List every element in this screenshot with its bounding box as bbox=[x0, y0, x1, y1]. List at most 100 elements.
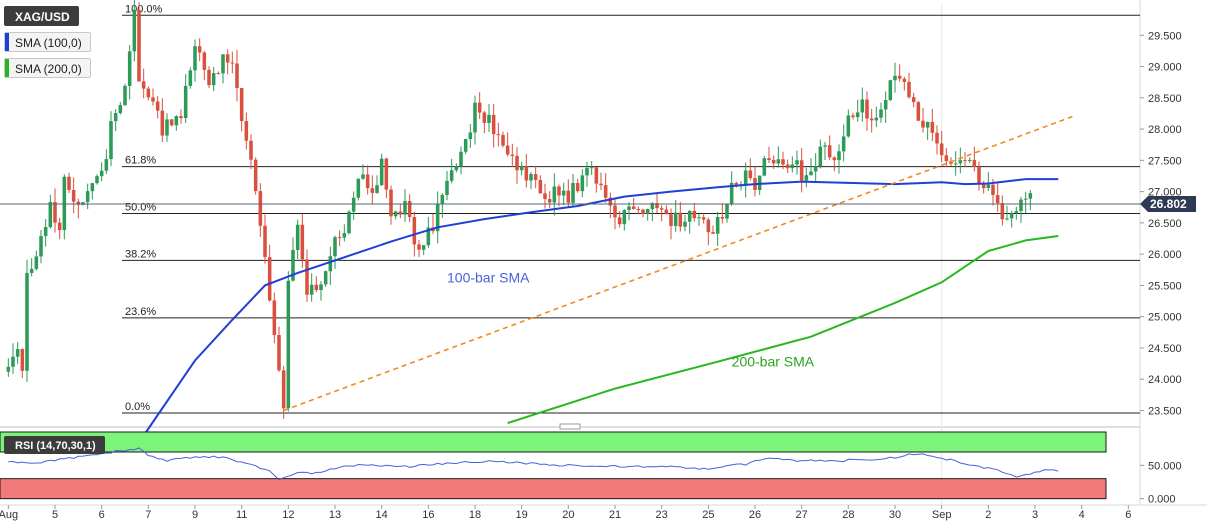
candle-body bbox=[846, 115, 851, 137]
fib-level-label: 0.0% bbox=[125, 401, 150, 413]
candle-body bbox=[71, 189, 76, 202]
candle-body bbox=[132, 9, 137, 52]
last-price-text: 26.802 bbox=[1150, 197, 1187, 211]
candle-body bbox=[538, 179, 543, 194]
candle-body bbox=[501, 134, 505, 146]
pane-resize-handle bbox=[559, 423, 581, 430]
candle-body bbox=[179, 116, 183, 119]
candle-body bbox=[641, 209, 645, 214]
candle-body bbox=[580, 175, 585, 192]
candle-body bbox=[1023, 198, 1028, 200]
candle-body bbox=[981, 183, 986, 189]
candle-body bbox=[337, 237, 342, 239]
candle-body bbox=[347, 211, 351, 234]
x-tick-label: 2 bbox=[985, 509, 991, 521]
candle-body bbox=[323, 271, 328, 285]
candle-body bbox=[342, 233, 347, 238]
candle-body bbox=[403, 201, 407, 215]
candle-body bbox=[678, 212, 683, 227]
candle-body bbox=[622, 210, 627, 225]
candle-body bbox=[687, 210, 692, 222]
candle-body bbox=[585, 167, 589, 176]
x-tick-label: 14 bbox=[376, 509, 388, 521]
candle-body bbox=[188, 70, 193, 86]
candle-body bbox=[631, 206, 636, 209]
x-tick-label: 6 bbox=[1125, 509, 1131, 521]
sma100-legend-swatch bbox=[5, 33, 9, 51]
candle-body bbox=[295, 224, 300, 250]
candle-body bbox=[319, 284, 323, 291]
candle-body bbox=[879, 109, 883, 118]
price-tick-label: 28.000 bbox=[1148, 124, 1182, 136]
sma100-legend[interactable]: SMA (100,0) bbox=[4, 32, 91, 52]
candle-body bbox=[468, 132, 473, 140]
candle-body bbox=[757, 175, 762, 190]
candle-body bbox=[991, 184, 995, 196]
candles-group bbox=[6, 0, 1033, 419]
candle-body bbox=[645, 209, 650, 214]
fib-level-label: 50.0% bbox=[125, 202, 156, 214]
candle-body bbox=[76, 201, 81, 205]
candle-body bbox=[552, 186, 557, 203]
candle-body bbox=[25, 272, 29, 371]
x-tick-label: 23 bbox=[656, 509, 668, 521]
rsi-label[interactable]: RSI (14,70,30,1) bbox=[4, 436, 105, 454]
candle-body bbox=[300, 224, 305, 260]
candle-body bbox=[99, 170, 104, 177]
candle-body bbox=[529, 174, 533, 181]
x-tick-label: 6 bbox=[99, 509, 105, 521]
candle-body bbox=[272, 300, 277, 336]
candle-body bbox=[930, 121, 935, 133]
x-tick-label: 5 bbox=[52, 509, 58, 521]
sma200-legend-text: SMA (200,0) bbox=[15, 62, 82, 76]
candle-body bbox=[776, 159, 781, 164]
candle-body bbox=[421, 245, 426, 250]
candle-body bbox=[6, 366, 11, 372]
price-tick-label: 24.500 bbox=[1148, 343, 1182, 355]
x-tick-label: 12 bbox=[282, 509, 294, 521]
candle-body bbox=[263, 225, 267, 258]
candle-body bbox=[734, 182, 739, 186]
x-tick-label: 4 bbox=[1079, 509, 1085, 521]
candle-body bbox=[851, 115, 855, 118]
candle-body bbox=[729, 182, 734, 205]
candle-body bbox=[799, 160, 804, 181]
fib-level-label: 23.6% bbox=[125, 306, 156, 318]
candle-body bbox=[673, 212, 678, 226]
sma200-legend[interactable]: SMA (200,0) bbox=[4, 58, 91, 78]
candle-body bbox=[659, 208, 664, 210]
candle-body bbox=[711, 232, 715, 234]
candle-body bbox=[566, 190, 571, 203]
x-tick-label: 13 bbox=[329, 509, 341, 521]
candle-body bbox=[599, 183, 603, 186]
candle-body bbox=[309, 284, 314, 295]
candle-body bbox=[225, 54, 230, 63]
candle-body bbox=[515, 155, 519, 171]
candle-body bbox=[869, 118, 874, 121]
candle-body bbox=[43, 227, 48, 237]
candle-body bbox=[389, 189, 393, 217]
candle-body bbox=[151, 97, 155, 102]
candle-body bbox=[977, 166, 981, 184]
x-tick-label: 20 bbox=[562, 509, 574, 521]
candle-body bbox=[720, 216, 725, 219]
candle-body bbox=[39, 236, 43, 257]
candle-body bbox=[463, 139, 468, 152]
candle-body bbox=[818, 146, 823, 167]
candle-body bbox=[193, 46, 197, 71]
candle-body bbox=[202, 52, 207, 70]
candle-body bbox=[370, 188, 375, 193]
symbol-label[interactable]: XAG/USD bbox=[4, 6, 79, 26]
candle-body bbox=[253, 159, 258, 192]
candle-body bbox=[477, 102, 482, 113]
candle-body bbox=[725, 204, 729, 219]
price-tick-label: 26.500 bbox=[1148, 218, 1182, 230]
rsi-tick-label: 0.000 bbox=[1148, 494, 1176, 506]
candle-body bbox=[412, 217, 417, 245]
x-tick-label: 19 bbox=[516, 509, 528, 521]
price-tick-label: 29.500 bbox=[1148, 30, 1182, 42]
candle-body bbox=[827, 145, 832, 158]
candle-body bbox=[664, 209, 669, 215]
rsi-oversold-zone bbox=[0, 478, 1107, 500]
candle-body bbox=[454, 166, 459, 171]
